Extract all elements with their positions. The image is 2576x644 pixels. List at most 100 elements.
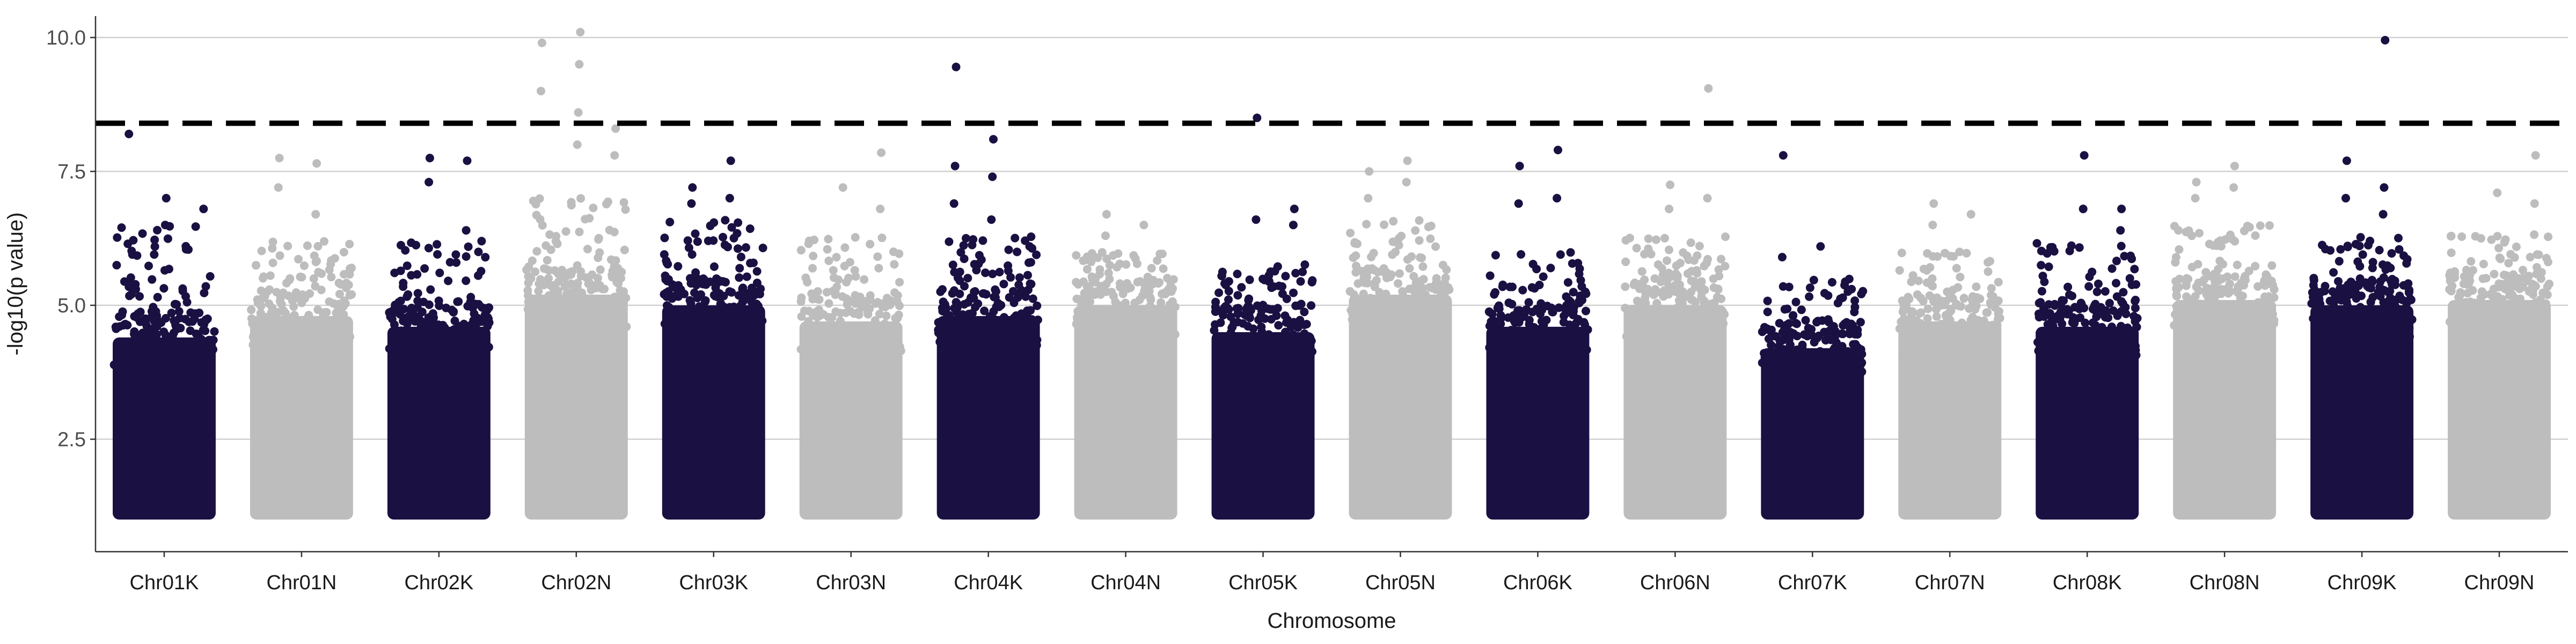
y-tick-label: 10.0 (46, 27, 86, 49)
data-point (1418, 262, 1428, 271)
data-point (1264, 330, 1274, 339)
data-point (1434, 309, 1443, 318)
data-point (1405, 264, 1414, 273)
data-point (2318, 240, 2326, 250)
data-point (345, 268, 354, 277)
data-point (809, 252, 818, 260)
peak-point (1252, 215, 1261, 224)
data-point (2536, 295, 2545, 304)
data-point (582, 273, 591, 282)
data-point (2131, 317, 2140, 326)
data-point (413, 289, 422, 298)
data-point (1211, 297, 1220, 306)
data-point (1656, 332, 1665, 341)
data-point (2496, 305, 2505, 314)
data-point (1095, 265, 1104, 274)
data-point (201, 315, 210, 324)
chromosome-Chr07K-points (1758, 151, 1868, 520)
data-point (2101, 287, 2110, 296)
peak-point (2381, 35, 2390, 45)
data-point (482, 304, 492, 313)
data-point (2533, 263, 2541, 272)
data-point (1906, 316, 1915, 325)
data-point (1005, 293, 1014, 302)
data-point (247, 314, 256, 323)
data-point (539, 308, 548, 317)
data-point (130, 364, 140, 374)
data-point (963, 274, 972, 283)
data-point (150, 235, 159, 244)
data-point (2329, 268, 2338, 277)
data-point (1091, 287, 1100, 296)
data-point (1780, 335, 1789, 344)
data-point (1349, 301, 1358, 310)
data-point (2468, 286, 2477, 295)
data-point (745, 328, 755, 338)
peak-point (1666, 180, 1674, 189)
data-point (475, 328, 484, 337)
data-point (1003, 325, 1012, 334)
data-point (1642, 320, 1651, 329)
data-point (945, 311, 954, 320)
data-point (178, 284, 187, 293)
data-point (1933, 252, 1942, 261)
data-point (1014, 280, 1023, 289)
data-point (112, 358, 121, 368)
data-point (297, 273, 306, 282)
data-point (935, 338, 945, 346)
data-point (299, 336, 308, 345)
data-point (952, 323, 961, 332)
data-point (299, 261, 309, 270)
chromosome-Chr08K-points (2032, 151, 2142, 520)
peak-point (2229, 183, 2238, 192)
data-point (868, 341, 877, 350)
data-point (1659, 292, 1668, 301)
data-point (727, 223, 736, 232)
data-point (1511, 318, 1520, 327)
dense-points-band (799, 321, 903, 520)
data-point (1714, 265, 1723, 274)
data-point (1663, 256, 1671, 265)
data-point (878, 299, 887, 308)
data-point (1298, 358, 1307, 368)
data-point (1674, 296, 1684, 305)
data-point (2526, 286, 2535, 295)
data-point (1405, 312, 1414, 321)
data-point (1081, 329, 1090, 338)
data-point (968, 316, 977, 325)
y-axis-ticks: 2.5 5.0 7.5 10.0 (46, 27, 96, 451)
data-point (1849, 340, 1858, 349)
data-point (257, 246, 266, 255)
data-point (1300, 308, 1309, 317)
peak-point (726, 156, 735, 165)
data-point (1394, 279, 1402, 288)
data-point (1970, 348, 1979, 357)
peak-point (1289, 221, 1298, 230)
data-point (1956, 273, 1965, 282)
data-point (1214, 288, 1224, 297)
data-point (2358, 327, 2367, 335)
data-point (2075, 304, 2084, 313)
data-point (1785, 340, 1795, 349)
data-point (1932, 312, 1941, 321)
data-point (865, 304, 874, 313)
data-point (1211, 307, 1220, 316)
data-point (259, 341, 268, 350)
x-tick-label: Chr07N (1915, 572, 1985, 594)
data-point (1490, 290, 1499, 299)
peak-point (876, 204, 885, 214)
data-point (558, 301, 567, 310)
data-point (2462, 266, 2471, 275)
data-point (1363, 305, 1372, 314)
data-point (1109, 251, 1118, 260)
data-point (1946, 347, 1955, 356)
data-point (866, 240, 875, 248)
data-point (1147, 264, 1156, 273)
data-point (474, 247, 483, 257)
data-point (268, 303, 277, 312)
data-point (2225, 279, 2234, 288)
chromosome-Chr06N-points (1621, 84, 1730, 520)
data-point (390, 320, 399, 329)
data-point (332, 309, 341, 318)
data-point (259, 272, 268, 281)
